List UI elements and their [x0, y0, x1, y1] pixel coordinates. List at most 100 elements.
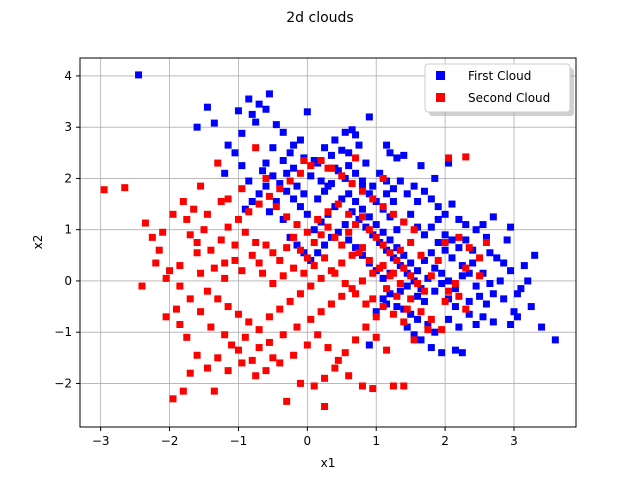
data-point	[355, 249, 363, 257]
data-point	[307, 282, 315, 290]
x-tick-label: −3	[92, 434, 110, 448]
data-point	[407, 295, 415, 303]
data-point	[417, 162, 425, 170]
data-point	[431, 328, 439, 336]
legend-box	[424, 63, 571, 113]
data-point	[276, 359, 284, 367]
data-point	[238, 359, 246, 367]
data-point	[248, 198, 256, 205]
data-point	[341, 280, 349, 287]
x-axis-label: x1	[321, 456, 336, 470]
x-tick-label: −2	[161, 434, 179, 448]
data-point	[310, 382, 318, 390]
data-point	[324, 164, 332, 172]
data-point	[358, 177, 366, 185]
data-point	[420, 256, 428, 264]
data-point	[314, 215, 322, 223]
data-point	[472, 321, 480, 328]
data-point	[383, 190, 391, 198]
data-point	[372, 308, 380, 316]
data-point	[341, 221, 349, 229]
data-point	[241, 333, 249, 341]
data-point	[465, 244, 473, 252]
data-point	[303, 254, 311, 262]
data-point	[290, 351, 298, 359]
data-point	[400, 218, 408, 226]
data-point	[276, 180, 284, 188]
data-points	[100, 71, 559, 410]
data-point	[293, 323, 301, 331]
data-point	[203, 103, 211, 111]
data-point	[217, 198, 225, 205]
data-point	[259, 167, 267, 175]
data-point	[183, 333, 191, 341]
data-point	[482, 233, 490, 241]
data-point	[362, 323, 370, 331]
data-point	[489, 290, 497, 298]
data-point	[290, 264, 298, 272]
data-point	[513, 290, 521, 298]
data-point	[417, 336, 425, 344]
data-point	[476, 254, 484, 262]
data-point	[372, 333, 380, 341]
data-point	[386, 149, 394, 157]
data-point	[207, 246, 215, 254]
data-point	[345, 190, 353, 198]
x-tick-label: 3	[510, 434, 518, 448]
data-point	[272, 121, 280, 129]
data-point	[479, 313, 487, 321]
data-point	[376, 169, 384, 177]
data-point	[352, 154, 360, 162]
data-point	[424, 321, 432, 328]
data-point	[352, 131, 360, 139]
data-point	[465, 297, 473, 305]
data-point	[203, 287, 211, 295]
data-point	[290, 195, 298, 203]
data-point	[241, 228, 249, 236]
data-point	[445, 315, 453, 323]
data-point	[338, 146, 346, 154]
data-point	[455, 323, 463, 331]
data-point	[279, 157, 287, 164]
data-point	[383, 346, 391, 354]
data-point	[176, 282, 184, 290]
data-point	[300, 269, 308, 277]
data-point	[214, 354, 222, 362]
data-point	[197, 308, 205, 316]
data-point	[166, 267, 174, 275]
data-point	[290, 141, 298, 149]
data-point	[200, 226, 208, 234]
y-tick-label: 2	[64, 171, 72, 185]
data-point	[472, 282, 480, 290]
data-point	[276, 185, 284, 193]
data-point	[162, 274, 170, 282]
data-point	[379, 303, 387, 311]
data-point	[272, 203, 280, 211]
data-point	[234, 215, 242, 223]
data-point	[482, 300, 490, 308]
data-point	[345, 162, 353, 170]
data-point	[228, 341, 236, 349]
data-point	[314, 331, 322, 339]
data-point	[221, 259, 229, 267]
data-point	[293, 241, 301, 249]
data-point	[324, 223, 332, 231]
data-point	[238, 129, 246, 137]
data-point	[400, 382, 408, 390]
data-point	[427, 249, 435, 257]
data-point	[431, 174, 439, 182]
data-point	[348, 180, 356, 188]
data-point	[431, 264, 439, 272]
data-point	[269, 144, 277, 152]
data-point	[486, 249, 494, 257]
data-point	[362, 300, 370, 308]
data-point	[486, 280, 494, 287]
data-point	[476, 292, 484, 300]
data-point	[410, 182, 418, 190]
data-point	[252, 239, 260, 246]
data-point	[245, 95, 253, 103]
data-point	[352, 336, 360, 344]
data-point	[407, 210, 415, 218]
data-point	[331, 364, 339, 372]
